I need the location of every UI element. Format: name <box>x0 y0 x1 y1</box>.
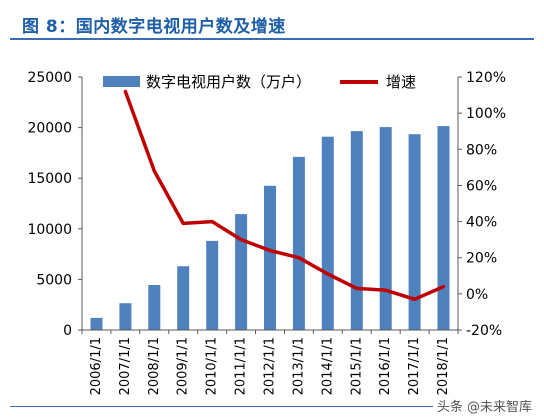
left-y-tick-label: 0 <box>63 323 72 339</box>
left-y-tick-label: 20000 <box>27 121 72 137</box>
users-bar-2014 <box>321 136 334 330</box>
left-y-tick-label: 10000 <box>27 222 72 238</box>
x-tick-label: 2015/1/1 <box>349 337 364 395</box>
users-bar-2009 <box>177 266 190 330</box>
users-bar-2011 <box>235 214 248 330</box>
users-bar-2015 <box>350 131 363 330</box>
users-bar-2006 <box>90 317 103 330</box>
x-tick-label: 2010/1/1 <box>205 337 220 395</box>
x-tick-label: 2013/1/1 <box>291 337 306 395</box>
x-tick-label: 2014/1/1 <box>320 337 335 395</box>
users-bar-2017 <box>408 134 421 330</box>
x-tick-label: 2016/1/1 <box>378 337 393 395</box>
right-y-tick-label: 80% <box>466 142 497 158</box>
right-y-tick-label: 0% <box>466 287 488 303</box>
x-tick-label: 2018/1/1 <box>436 337 451 395</box>
users-bar-2010 <box>206 240 219 330</box>
chart-title: 图 8：国内数字电视用户数及增速 <box>22 17 286 37</box>
legend-bar-swatch <box>103 76 140 87</box>
right-y-tick-label: 60% <box>466 178 497 194</box>
x-tick-label: 2017/1/1 <box>407 337 422 395</box>
x-tick-label: 2011/1/1 <box>234 337 249 395</box>
users-bars-group <box>90 126 450 330</box>
left-y-tick-label: 25000 <box>27 70 72 86</box>
right-y-tick-label: 40% <box>466 215 497 231</box>
bottom-rule <box>10 406 534 407</box>
users-bar-2013 <box>292 156 305 330</box>
left-y-tick-label: 5000 <box>36 272 72 288</box>
right-y-tick-label: 100% <box>466 106 506 122</box>
title-underline <box>10 38 534 40</box>
watermark-text: 头条 @未来智库 <box>432 396 536 415</box>
users-bar-2012 <box>264 185 276 330</box>
x-tick-label: 2006/1/1 <box>89 337 104 395</box>
right-y-tick-label: 120% <box>466 70 506 86</box>
users-bar-2008 <box>148 285 161 330</box>
x-tick-label: 2007/1/1 <box>118 337 133 395</box>
right-y-tick-label: -20% <box>466 323 502 339</box>
x-tick-label: 2008/1/1 <box>147 337 162 395</box>
legend-bar-label: 数字电视用户数（万户） <box>146 73 311 91</box>
x-tick-label: 2012/1/1 <box>263 337 278 395</box>
users-bar-2007 <box>119 303 132 330</box>
x-tick-label: 2009/1/1 <box>176 337 191 395</box>
legend: 数字电视用户数（万户） 增速 <box>103 73 416 91</box>
users-bar-2018 <box>437 126 450 330</box>
users-bar-2016 <box>379 127 392 330</box>
legend-line-label: 增速 <box>386 73 416 91</box>
right-y-tick-label: 20% <box>466 251 497 267</box>
left-y-tick-label: 15000 <box>27 171 72 187</box>
growth-rate-line <box>123 89 446 302</box>
